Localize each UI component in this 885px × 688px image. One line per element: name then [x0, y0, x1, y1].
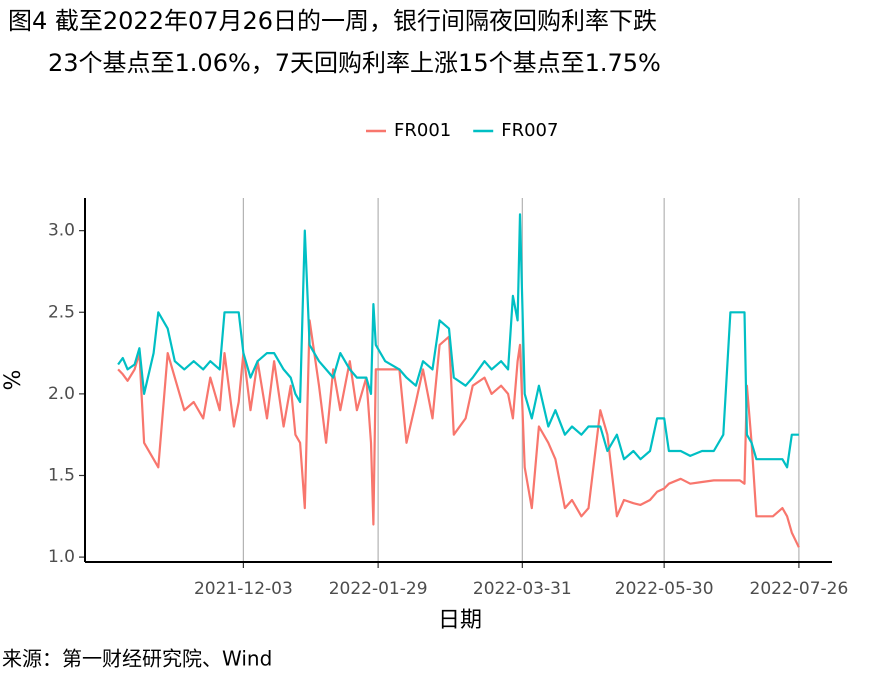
x-tick-label: 2022-01-29: [329, 579, 428, 599]
legend-label: FR001: [394, 120, 451, 141]
x-tick-label: 2022-07-26: [750, 579, 849, 599]
x-tick-label: 2021-12-03: [194, 579, 293, 599]
y-tick-label: 2.5: [48, 302, 75, 322]
y-tick-label: 1.5: [48, 465, 75, 485]
x-axis-title: 日期: [438, 608, 482, 633]
plot: [117, 213, 800, 548]
y-tick-label: 3.0: [48, 221, 75, 241]
y-tick-label: 2.0: [48, 384, 75, 404]
legend-label: FR007: [501, 120, 558, 141]
x-tick-label: 2022-03-31: [473, 579, 572, 599]
chart-title: 23个基点至1.06%，7天回购利率上涨15个基点至1.75%: [48, 49, 661, 77]
x-tick-label: 2022-05-30: [615, 579, 714, 599]
legend: FR001 FR007: [366, 120, 558, 141]
axes: 2021-12-03 2022-01-29 2022-03-31 2022-05-30…: [48, 198, 848, 599]
source-note: 来源：第一财经研究院、Wind: [2, 647, 272, 671]
series-line: [117, 213, 799, 469]
y-axis-title: %: [1, 370, 26, 391]
chart-title: 图4 截至2022年07月26日的一周，银行间隔夜回购利率下跌: [8, 7, 657, 35]
y-tick-label: 1.0: [48, 547, 75, 567]
